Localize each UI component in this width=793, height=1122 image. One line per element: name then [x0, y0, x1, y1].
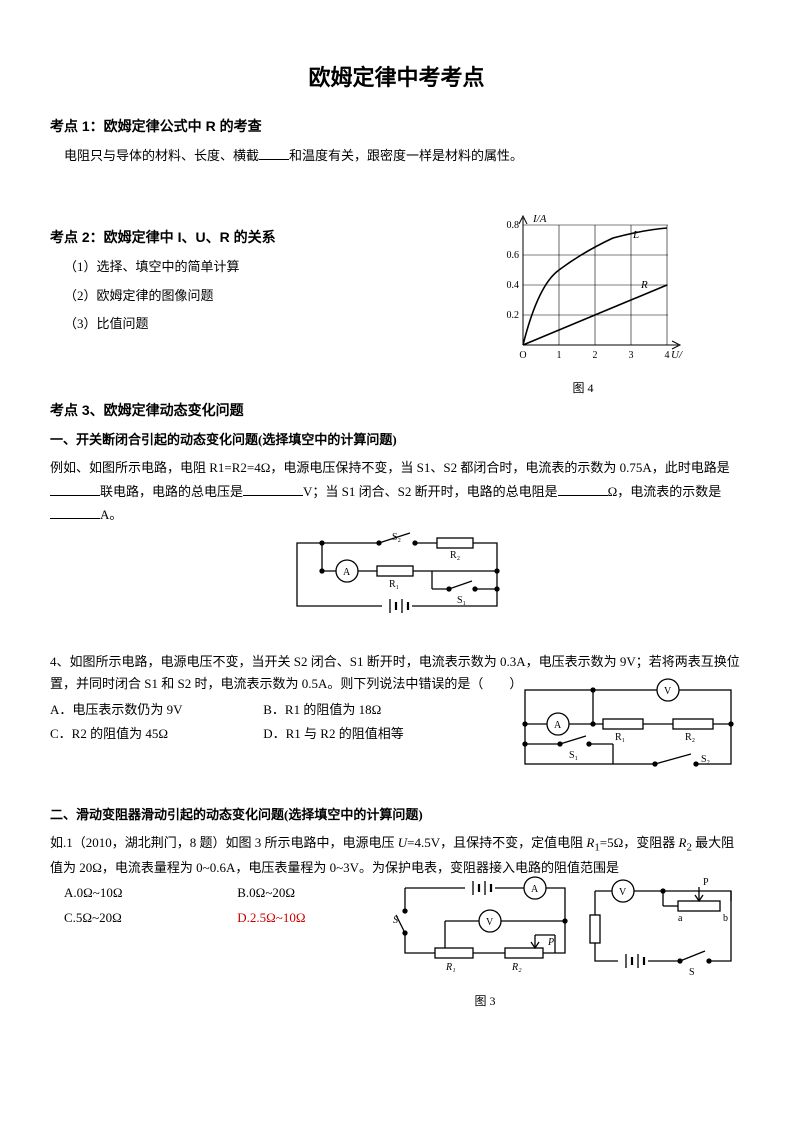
s2-item-3: （3）比值问题 — [64, 314, 440, 335]
circuit-1: S₂ R₂ A R₁ S₁ — [50, 531, 743, 628]
svg-text:P: P — [547, 937, 554, 948]
sub-1-head: 一、开关断闭合引起的动态变化问题(选择填空中的计算问题) — [50, 430, 743, 451]
section-2-row: 考点 2：欧姆定律中 I、U、R 的关系 （1）选择、填空中的简单计算 （2）欧… — [50, 218, 743, 343]
ytick: 0.6 — [507, 250, 520, 261]
y-axis-label: I/A — [532, 213, 547, 225]
example-1-text: 例如、如图所示电路，电阻 R1=R2=4Ω，电源电压保持不变，当 S1、S2 都… — [50, 456, 743, 526]
svg-text:P: P — [703, 877, 709, 888]
q4-opt-c: C．R2 的阻值为 45Ω — [50, 724, 260, 745]
t: =5Ω，变阻器 — [600, 835, 676, 850]
section-1-para: 电阻只与导体的材料、长度、横截 和温度有关，跟密度一样是材料的属性。 — [64, 146, 743, 167]
svg-text:R₂: R₂ — [450, 550, 460, 561]
section-3-head: 考点 3、欧姆定律动态变化问题 — [50, 399, 743, 421]
svg-text:b: b — [723, 913, 728, 924]
svg-text:S: S — [393, 915, 398, 926]
sub: 2 — [686, 841, 691, 853]
svg-text:A: A — [554, 720, 562, 731]
question-4-row: 4、如图所示电路，电源电压不变，当开关 S2 闭合、S1 断开时，电流表示数为 … — [50, 651, 743, 749]
ex-c: V；当 S1 闭合、S2 断开时，电路的总电阻是 — [303, 484, 558, 499]
circuit-q4-svg: V A R₁ R₂ S₁ S₂ — [513, 678, 743, 778]
svg-text:R₁: R₁ — [445, 962, 456, 973]
xtick: 3 — [629, 350, 634, 361]
chart-iv-curve: I/A U/V L R 0.2 0.4 0.6 0.8 O 1 2 3 4 — [483, 210, 683, 370]
circuit-fig3: A V S R₁ R₂ P 图 3 — [390, 873, 580, 1011]
svg-text:V: V — [619, 887, 627, 898]
sub-2-head: 二、滑动变阻器滑动引起的动态变化问题(选择填空中的计算问题) — [50, 805, 743, 826]
xtick: 2 — [593, 350, 598, 361]
circuit-fig3-svg: A V S R₁ R₂ P — [390, 873, 580, 983]
xtick: 4 — [665, 350, 670, 361]
q4-opt-a: A．电压表示数仍为 9V — [50, 700, 260, 721]
sub2-opt-d: D.2.5Ω~10Ω — [237, 908, 377, 929]
sub2-opts-row: A.0Ω~10Ω B.0Ω~20Ω C.5Ω~20Ω D.2.5Ω~10Ω — [50, 879, 743, 999]
circuit-extra-svg: V P a b S — [583, 873, 743, 983]
s2-item-2: （2）欧姆定律的图像问题 — [64, 286, 440, 307]
figure-4-caption: 图 4 — [483, 379, 683, 398]
blank — [243, 483, 303, 496]
circuit-1-svg: S₂ R₂ A R₁ S₁ — [282, 531, 512, 621]
ytick: 0.4 — [507, 280, 520, 291]
svg-text:S: S — [689, 967, 695, 978]
ytick: 0.2 — [507, 310, 520, 321]
sub2-options: A.0Ω~10Ω B.0Ω~20Ω C.5Ω~20Ω D.2.5Ω~10Ω — [64, 883, 394, 929]
section-2-head: 考点 2：欧姆定律中 I、U、R 的关系 — [50, 226, 440, 248]
svg-text:V: V — [664, 686, 672, 697]
svg-text:R₂: R₂ — [511, 962, 522, 973]
blank — [259, 147, 289, 160]
blank — [50, 506, 100, 519]
svg-text:R₁: R₁ — [389, 579, 399, 590]
sub2-stem: 如.1（2010，湖北荆门，8 题）如图 3 所示电路中，电源电压 U=4.5V… — [50, 832, 743, 879]
svg-text:V: V — [486, 917, 494, 928]
curve-l-label: L — [632, 229, 639, 241]
svg-text:a: a — [678, 913, 683, 924]
blank — [50, 483, 100, 496]
s2-item-1: （1）选择、填空中的简单计算 — [64, 257, 440, 278]
sub2-opt-a: A.0Ω~10Ω — [64, 883, 234, 904]
svg-text:S₁: S₁ — [457, 595, 466, 606]
x-axis-label: U/V — [671, 349, 683, 361]
example-1-row: 例如、如图所示电路，电阻 R1=R2=4Ω，电源电压保持不变，当 S1、S2 都… — [50, 456, 743, 627]
circuit-q4: V A R₁ R₂ S₁ S₂ — [513, 678, 743, 785]
s1-text-a: 电阻只与导体的材料、长度、横截 — [64, 148, 259, 163]
ex-a: 例如、如图所示电路，电阻 R1=R2=4Ω，电源电压保持不变，当 S1、S2 都… — [50, 460, 730, 475]
ex-d: Ω，电流表的示数是 — [608, 484, 722, 499]
svg-text:S₂: S₂ — [392, 532, 401, 543]
curve-r-label: R — [640, 279, 648, 291]
ytick: 0.8 — [507, 220, 520, 231]
section-1-head: 考点 1：欧姆定律公式中 R 的考查 — [50, 115, 743, 137]
s1-text-b: 和温度有关，跟密度一样是材料的属性。 — [289, 148, 523, 163]
ex-b: 联电路，电路的总电压是 — [100, 484, 243, 499]
origin-label: O — [519, 350, 526, 361]
blank — [558, 483, 608, 496]
sub2-opt-b: B.0Ω~20Ω — [237, 883, 377, 904]
svg-text:R₁: R₁ — [615, 732, 625, 743]
svg-text:S₂: S₂ — [701, 754, 710, 765]
circuit-extra: V P a b S — [583, 873, 743, 990]
t: 如.1（2010，湖北荆门，8 题）如图 3 所示电路中，电源电压 — [50, 835, 398, 850]
page-title: 欧姆定律中考考点 — [50, 60, 743, 95]
q4-options: A．电压表示数仍为 9V B．R1 的阻值为 18Ω C．R2 的阻值为 45Ω… — [50, 700, 470, 746]
figure-4: I/A U/V L R 0.2 0.4 0.6 0.8 O 1 2 3 4 图 … — [483, 210, 683, 398]
xtick: 1 — [557, 350, 562, 361]
var-u: U — [398, 835, 407, 850]
svg-text:A: A — [531, 884, 539, 895]
ex-e: A。 — [100, 507, 122, 522]
svg-text:S₁: S₁ — [569, 750, 578, 761]
svg-text:A: A — [343, 567, 351, 578]
svg-text:R₂: R₂ — [685, 732, 695, 743]
q4-opt-b: B．R1 的阻值为 18Ω — [263, 700, 463, 721]
t: =4.5V，且保持不变，定值电阻 — [407, 835, 586, 850]
q4-opt-d: D．R1 与 R2 的阻值相等 — [263, 724, 463, 745]
figure-3-caption: 图 3 — [390, 992, 580, 1011]
sub2-opt-c: C.5Ω~20Ω — [64, 908, 234, 929]
